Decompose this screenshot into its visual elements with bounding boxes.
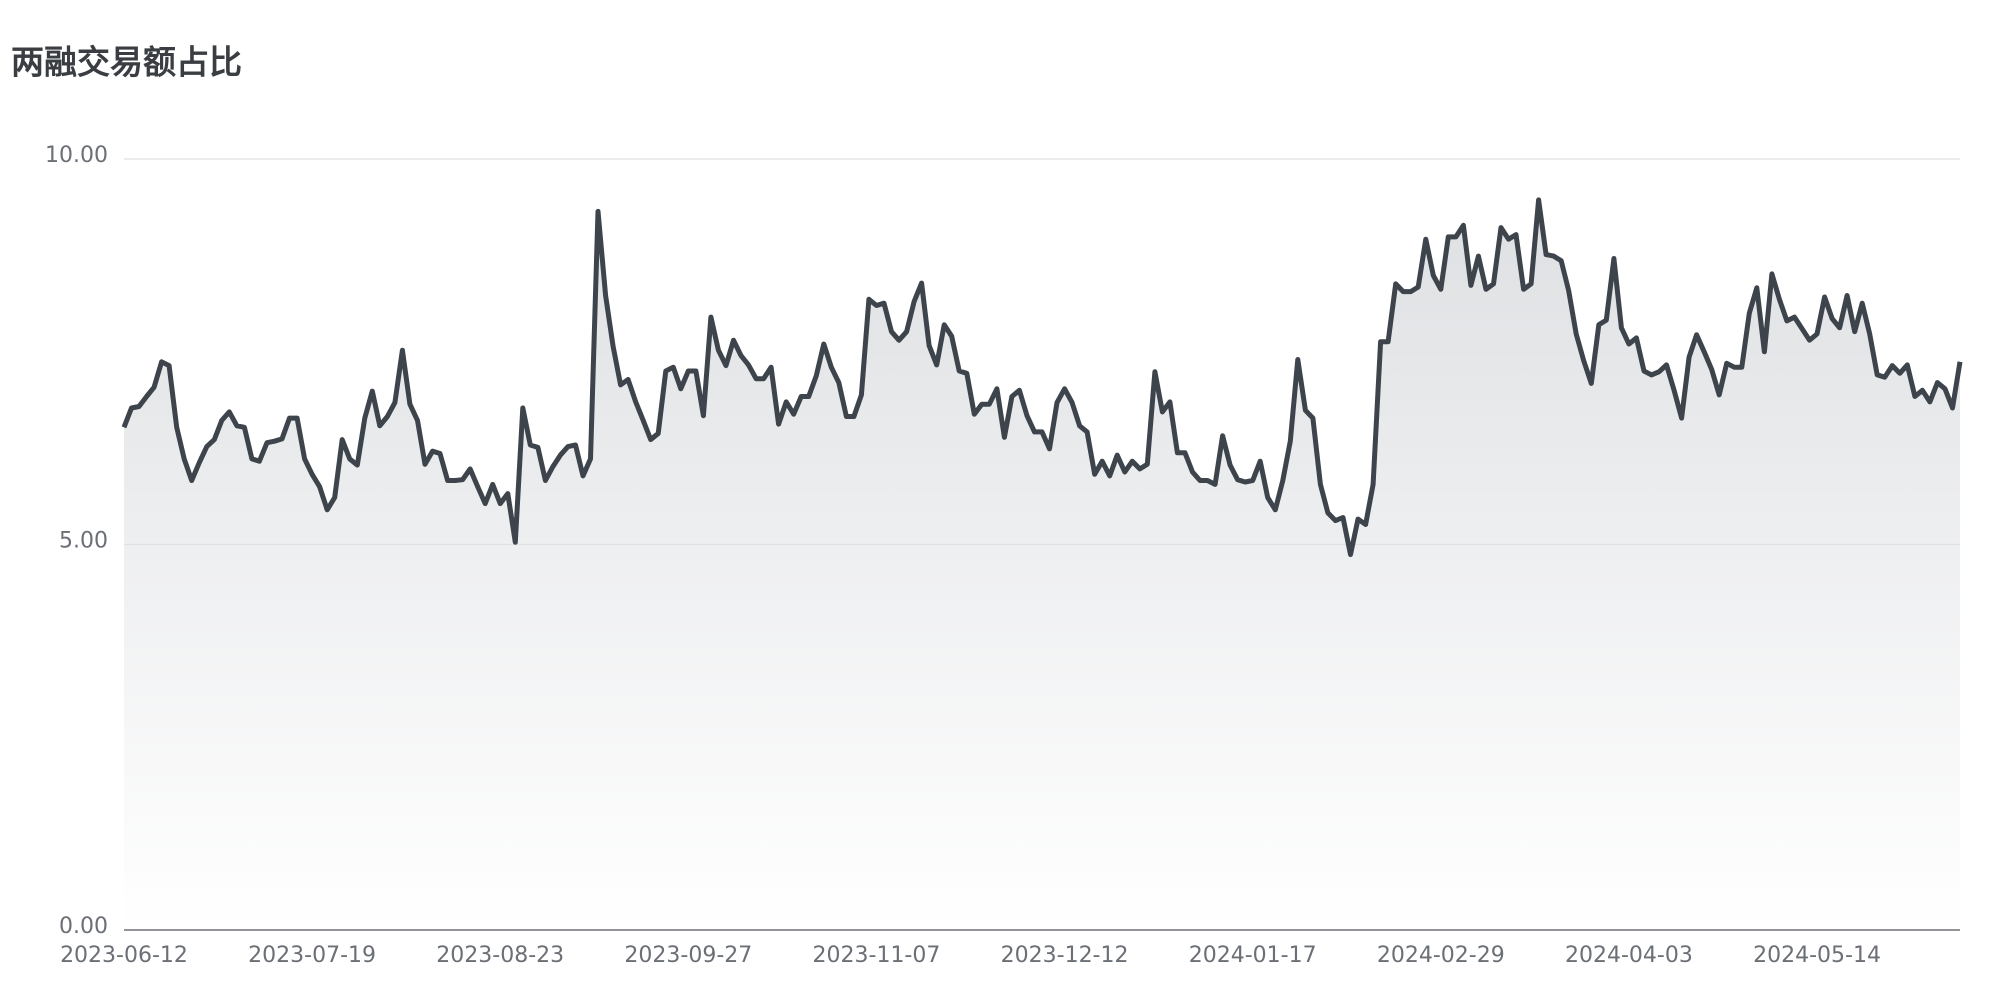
x-tick-label: 2023-12-12 xyxy=(1001,943,1129,968)
x-tick-label: 2023-09-27 xyxy=(624,943,752,968)
x-tick-label: 2024-01-17 xyxy=(1189,943,1317,968)
y-tick-label: 10.00 xyxy=(45,143,108,168)
x-tick-label: 2023-08-23 xyxy=(436,943,564,968)
chart-title: 两融交易额占比 xyxy=(11,43,242,82)
x-tick-label: 2023-07-19 xyxy=(248,943,376,968)
x-tick-label: 2023-11-07 xyxy=(813,943,941,968)
x-tick-label: 2024-02-29 xyxy=(1377,943,1505,968)
area xyxy=(124,199,1960,930)
y-tick-label: 0.00 xyxy=(59,914,108,939)
x-tick-label: 2024-05-14 xyxy=(1753,943,1881,968)
line xyxy=(121,197,1963,557)
x-tick-label: 2024-04-03 xyxy=(1565,943,1693,968)
y-tick-label: 5.00 xyxy=(59,529,108,554)
x-tick-label: 2023-06-12 xyxy=(60,943,188,968)
